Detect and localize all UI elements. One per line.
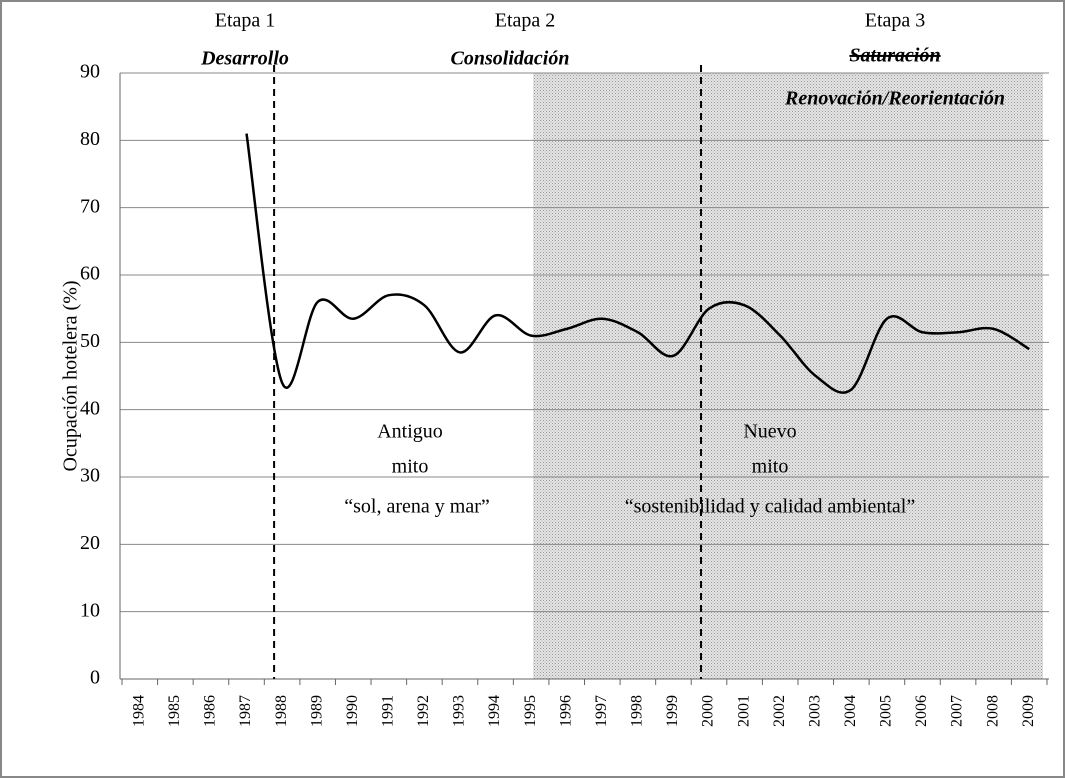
annotation: Saturación	[849, 45, 940, 67]
x-tick-label: 1997	[593, 695, 610, 727]
annotation: Nuevo	[743, 421, 796, 443]
x-tick-label: 1998	[629, 695, 646, 727]
annotation: “sostenibilidad y calidad ambiental”	[625, 496, 915, 518]
x-tick-label: 2007	[949, 695, 966, 727]
shaded-region	[533, 73, 1043, 679]
x-tick-label: 1990	[344, 695, 361, 727]
x-tick-label: 1992	[415, 695, 432, 727]
annotation: Etapa 2	[495, 10, 556, 32]
x-tick-label: 2002	[771, 695, 788, 727]
y-axis-label: Ocupación hotelera (%)	[60, 280, 82, 471]
y-tick-label: 70	[80, 195, 100, 217]
data-line	[245, 133, 1030, 394]
x-tick-label: 2004	[842, 695, 859, 727]
x-tick-label: 2003	[806, 695, 823, 727]
annotation: mito	[752, 456, 789, 478]
annotation: “sol, arena y mar”	[344, 496, 489, 518]
x-tick-label: 2001	[735, 695, 752, 727]
y-tick-label: 80	[80, 128, 100, 150]
x-tick-label: 2006	[913, 695, 930, 727]
y-tick-label: 20	[80, 532, 100, 554]
x-tick-label: 1995	[522, 695, 539, 727]
annotation: Etapa 1	[215, 10, 276, 32]
x-tick-label: 1994	[486, 695, 503, 727]
x-tick-label: 2008	[984, 695, 1001, 727]
x-tick-label: 1988	[273, 695, 290, 727]
x-tick-label: 1991	[379, 695, 396, 727]
x-tick-label: 2009	[1020, 695, 1037, 727]
x-tick-label: 1987	[237, 695, 254, 727]
y-tick-label: 40	[80, 397, 100, 419]
x-tick-label: 2000	[700, 695, 717, 727]
y-tick-label: 30	[80, 465, 100, 487]
x-tick-label: 1993	[451, 695, 468, 727]
x-tick-label: 1984	[130, 695, 147, 727]
annotation: Etapa 3	[865, 10, 926, 32]
annotation: Antiguo	[377, 421, 443, 443]
x-tick-label: 1986	[202, 695, 219, 727]
x-tick-label: 1985	[166, 695, 183, 727]
y-tick-label: 0	[90, 667, 100, 689]
y-tick-label: 50	[80, 330, 100, 352]
y-tick-label: 10	[80, 599, 100, 621]
x-tick-label: 1989	[308, 695, 325, 727]
annotation: Renovación/Reorientación	[784, 88, 1005, 110]
annotation: mito	[392, 456, 429, 478]
y-tick-label: 60	[80, 263, 100, 285]
x-tick-label: 1999	[664, 695, 681, 727]
annotation: Desarrollo	[200, 48, 289, 70]
y-tick-label: 90	[80, 61, 100, 83]
x-tick-label: 2005	[878, 695, 895, 727]
x-tick-label: 1996	[557, 695, 574, 727]
annotation: Consolidación	[451, 48, 570, 70]
